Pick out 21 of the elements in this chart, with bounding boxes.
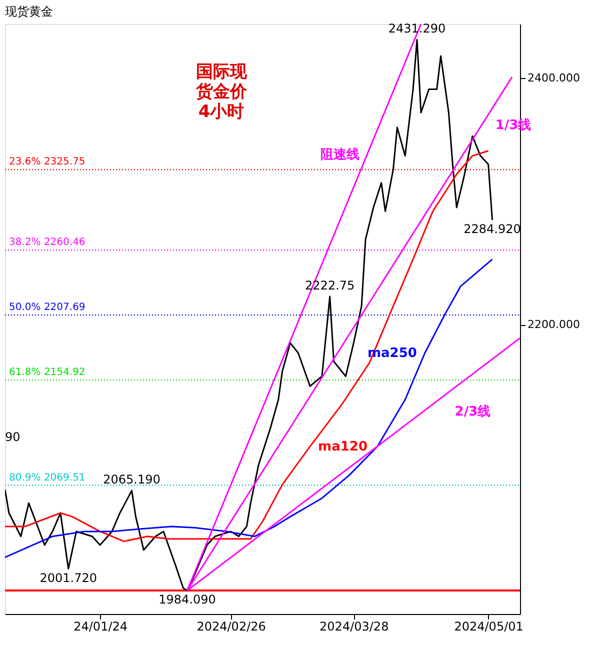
annotation: 1984.090 [158, 592, 216, 606]
annotation: 2065.190 [103, 472, 160, 487]
annotation: 2001.720 [40, 570, 98, 585]
x-tick-label: 2024/05/01 [454, 620, 524, 634]
x-tick-label: 24/01/24 [74, 620, 128, 634]
annotation: 90 [5, 430, 20, 444]
ref-line-label: 23.6% 2325.75 [9, 156, 86, 168]
series-label: ma120 [318, 439, 368, 454]
annotation: 国际现货金价4小时 [194, 62, 248, 122]
x-tick-label: 2024/02/26 [196, 620, 266, 634]
annotation: 2284.920 [464, 222, 521, 236]
y-tick-label: 2200.000 [528, 318, 580, 332]
ref-line-label: 50.0% 2207.69 [9, 302, 86, 314]
ref-line-label: 38.2% 2260.46 [9, 237, 86, 248]
ref-line-label: 61.8% 2154.92 [9, 367, 86, 378]
x-tick-label: 2024/03/28 [320, 620, 389, 634]
ref-line-label: 80.9% 2069.51 [9, 472, 86, 484]
series-label: 2/3线 [454, 404, 491, 420]
chart-title: 现货黄金 [5, 4, 53, 19]
y-tick-label: 2400.000 [528, 72, 580, 85]
series-label: 阻速线 [320, 148, 360, 163]
